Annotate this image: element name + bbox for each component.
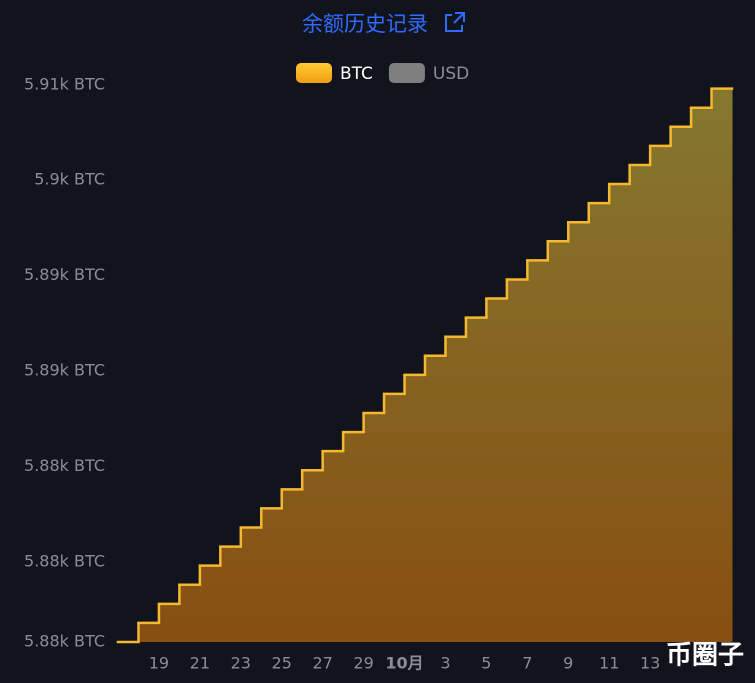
y-tick-label: 5.88k BTC bbox=[24, 551, 105, 570]
x-tick-label: 23 bbox=[231, 654, 251, 673]
area-segment bbox=[691, 107, 713, 643]
area-segment bbox=[425, 355, 446, 642]
area-segment bbox=[486, 298, 508, 642]
area-segment bbox=[568, 222, 590, 642]
legend-swatch bbox=[296, 63, 332, 83]
x-tick-label: 10月 bbox=[385, 654, 423, 673]
area-segment bbox=[240, 527, 262, 642]
area-segment bbox=[199, 565, 221, 642]
y-tick-label: 5.89k BTC bbox=[24, 265, 105, 284]
area-segment bbox=[343, 432, 365, 642]
area-segment bbox=[158, 603, 180, 642]
area-segment bbox=[281, 489, 303, 642]
area-segment bbox=[588, 203, 610, 643]
x-tick-label: 19 bbox=[149, 654, 169, 673]
y-tick-label: 5.9k BTC bbox=[34, 170, 105, 189]
title-group[interactable]: 余额历史记录 bbox=[302, 12, 465, 36]
area-segment bbox=[711, 88, 733, 643]
area-segment bbox=[650, 145, 672, 643]
area-segment bbox=[465, 317, 487, 642]
legend-label: USD bbox=[433, 64, 469, 84]
area-segment bbox=[547, 241, 569, 642]
x-tick-label: 5 bbox=[481, 654, 491, 673]
area-segment bbox=[527, 260, 549, 642]
watermark: 币圈子 bbox=[666, 641, 744, 671]
y-tick-label: 5.88k BTC bbox=[24, 632, 105, 651]
x-tick-label: 9 bbox=[563, 654, 573, 673]
area-segment bbox=[384, 393, 406, 642]
x-tick-label: 7 bbox=[522, 654, 532, 673]
y-tick-label: 5.88k BTC bbox=[24, 456, 105, 475]
area-segment bbox=[322, 451, 344, 642]
x-tick-label: 13 bbox=[640, 654, 660, 673]
area-segment bbox=[220, 546, 242, 642]
y-tick-label: 5.91k BTC bbox=[24, 74, 105, 93]
area-segment bbox=[179, 584, 201, 642]
area-segment bbox=[670, 126, 692, 643]
external-link-icon[interactable] bbox=[445, 12, 465, 32]
area-segment bbox=[302, 470, 324, 642]
legend-label: BTC bbox=[340, 64, 373, 84]
area-segment bbox=[609, 184, 631, 643]
legend-item[interactable]: USD bbox=[388, 63, 469, 84]
x-tick-label: 3 bbox=[440, 654, 450, 673]
y-tick-label: 5.89k BTC bbox=[24, 361, 105, 380]
legend: BTC USD bbox=[296, 63, 469, 84]
x-tick-label: 11 bbox=[599, 654, 619, 673]
chart-title[interactable]: 余额历史记录 bbox=[302, 12, 428, 36]
x-tick-label: 27 bbox=[312, 654, 332, 673]
area-segment bbox=[404, 374, 426, 642]
area-segment bbox=[629, 164, 651, 643]
area-segment bbox=[506, 279, 528, 642]
x-tick-label: 25 bbox=[272, 654, 292, 673]
legend-item[interactable]: BTC bbox=[296, 63, 373, 84]
plot: 5.88k BTC 5.88k BTC 5.88k BTC 5.89k BTC 5.89… bbox=[24, 74, 734, 673]
legend-swatch bbox=[388, 63, 425, 83]
area-segment bbox=[363, 413, 385, 642]
x-tick-label: 29 bbox=[353, 654, 373, 673]
area-segment bbox=[445, 336, 467, 642]
x-tick-label: 21 bbox=[190, 654, 210, 673]
area-segment bbox=[261, 508, 283, 642]
area-segment bbox=[138, 622, 160, 642]
